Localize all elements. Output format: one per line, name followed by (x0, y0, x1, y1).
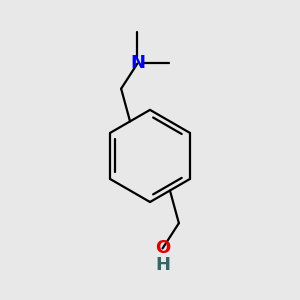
Text: O: O (155, 239, 170, 257)
Text: H: H (155, 256, 170, 274)
Text: N: N (130, 54, 145, 72)
